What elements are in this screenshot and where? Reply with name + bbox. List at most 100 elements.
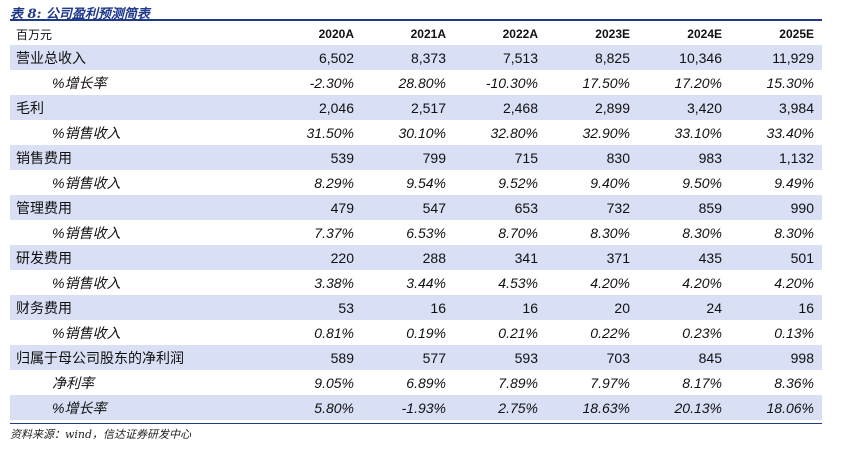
source-note: 资料来源：wind，信达证券研发中心 bbox=[10, 428, 192, 441]
table-row: 管理费用 479 547 653 732 859 990 bbox=[10, 195, 822, 220]
row-value: 8.30% bbox=[774, 224, 814, 241]
row-value: 2,899 bbox=[546, 95, 638, 120]
row-value: 7.97% bbox=[590, 374, 630, 391]
row-value: 31.50% bbox=[306, 124, 354, 141]
row-label: 财务费用 bbox=[10, 295, 270, 320]
table-row: 财务费用 53 16 16 20 24 16 bbox=[10, 295, 822, 320]
row-value: 435 bbox=[638, 245, 730, 270]
row-value: 4.20% bbox=[682, 274, 722, 291]
row-value: 8.17% bbox=[682, 374, 722, 391]
row-value: 371 bbox=[546, 245, 638, 270]
row-value: 17.20% bbox=[674, 74, 722, 91]
row-value: 4.20% bbox=[774, 274, 814, 291]
row-value: 8.70% bbox=[498, 224, 538, 241]
row-value: 7.89% bbox=[498, 374, 538, 391]
row-value: 4.53% bbox=[498, 274, 538, 291]
row-value: 9.54% bbox=[406, 174, 446, 191]
row-label: %销售收入 bbox=[52, 174, 121, 191]
header-2022a: 2022A bbox=[502, 27, 538, 41]
header-2020a: 2020A bbox=[318, 27, 354, 41]
row-value: 0.22% bbox=[590, 324, 630, 341]
header-unit: 百万元 bbox=[16, 27, 53, 42]
row-value: 0.13% bbox=[774, 324, 814, 341]
row-value: 16 bbox=[362, 295, 454, 320]
row-value: 53 bbox=[270, 295, 362, 320]
table-row: 营业总收入 6,502 8,373 7,513 8,825 10,346 11,929 bbox=[10, 45, 822, 70]
row-value: 341 bbox=[454, 245, 546, 270]
row-value: 732 bbox=[546, 195, 638, 220]
table-row: %销售收入 8.29% 9.54% 9.52% 9.40% 9.50% 9.49% bbox=[10, 170, 822, 195]
row-value: 593 bbox=[454, 345, 546, 370]
title-rule bbox=[10, 19, 822, 21]
table-row: 研发费用 220 288 341 371 435 501 bbox=[10, 245, 822, 270]
row-value: 8,825 bbox=[546, 45, 638, 70]
row-value: 288 bbox=[362, 245, 454, 270]
row-value: 9.50% bbox=[682, 174, 722, 191]
bottom-rule bbox=[10, 423, 822, 424]
table-title: 表 8: 公司盈利预测简表 bbox=[10, 7, 150, 22]
row-value: 577 bbox=[362, 345, 454, 370]
row-value: 3.38% bbox=[314, 274, 354, 291]
row-value: 9.52% bbox=[498, 174, 538, 191]
row-value: 7,513 bbox=[454, 45, 546, 70]
row-label: 净利率 bbox=[52, 374, 94, 391]
row-value: 220 bbox=[270, 245, 362, 270]
row-value: 547 bbox=[362, 195, 454, 220]
table-row: %销售收入 7.37% 6.53% 8.70% 8.30% 8.30% 8.30% bbox=[10, 220, 822, 245]
row-label: 管理费用 bbox=[10, 195, 270, 220]
row-value: 8.29% bbox=[314, 174, 354, 191]
table-row: 毛利 2,046 2,517 2,468 2,899 3,420 3,984 bbox=[10, 95, 822, 120]
row-value: 5.80% bbox=[270, 395, 362, 420]
row-value: 8.30% bbox=[682, 224, 722, 241]
row-label: 研发费用 bbox=[10, 245, 270, 270]
row-value: -2.30% bbox=[309, 74, 354, 91]
row-value: 830 bbox=[546, 145, 638, 170]
row-value: 33.40% bbox=[766, 124, 814, 141]
table-row: %销售收入 3.38% 3.44% 4.53% 4.20% 4.20% 4.20% bbox=[10, 270, 822, 295]
header-2024e: 2024E bbox=[687, 27, 722, 41]
row-value: 998 bbox=[730, 345, 822, 370]
table-row: %销售收入 0.81% 0.19% 0.21% 0.22% 0.23% 0.13% bbox=[10, 320, 822, 345]
row-value: 983 bbox=[638, 145, 730, 170]
row-value: 6.89% bbox=[406, 374, 446, 391]
row-value: 1,132 bbox=[730, 145, 822, 170]
header-row: 百万元 2020A 2021A 2022A 2023E 2024E 2025E bbox=[10, 23, 822, 45]
row-value: 2,468 bbox=[454, 95, 546, 120]
row-value: 703 bbox=[546, 345, 638, 370]
row-label: 销售费用 bbox=[10, 145, 270, 170]
row-value: 3.44% bbox=[406, 274, 446, 291]
row-value: 18.06% bbox=[730, 395, 822, 420]
row-value: 653 bbox=[454, 195, 546, 220]
row-value: 845 bbox=[638, 345, 730, 370]
row-value: 20.13% bbox=[638, 395, 730, 420]
table-row: 销售费用 539 799 715 830 983 1,132 bbox=[10, 145, 822, 170]
row-value: 16 bbox=[730, 295, 822, 320]
table-row: %销售收入 31.50% 30.10% 32.80% 32.90% 33.10% 33.40… bbox=[10, 120, 822, 145]
row-value: 7.37% bbox=[314, 224, 354, 241]
row-label: %增长率 bbox=[10, 395, 270, 420]
header-2021a: 2021A bbox=[410, 27, 446, 41]
row-value: 990 bbox=[730, 195, 822, 220]
row-value: 799 bbox=[362, 145, 454, 170]
row-label: %销售收入 bbox=[52, 324, 121, 341]
row-value: 589 bbox=[270, 345, 362, 370]
row-value: 0.19% bbox=[406, 324, 446, 341]
row-value: -1.93% bbox=[362, 395, 454, 420]
row-value: 9.05% bbox=[314, 374, 354, 391]
row-value: 11,929 bbox=[730, 45, 822, 70]
header-2025e: 2025E bbox=[779, 27, 814, 41]
row-value: 2,046 bbox=[270, 95, 362, 120]
row-value: 501 bbox=[730, 245, 822, 270]
row-value: 18.63% bbox=[546, 395, 638, 420]
header-2023e: 2023E bbox=[595, 27, 630, 41]
row-value: -10.30% bbox=[485, 74, 538, 91]
row-value: 2.75% bbox=[454, 395, 546, 420]
row-label: %销售收入 bbox=[52, 224, 121, 241]
row-value: 859 bbox=[638, 195, 730, 220]
row-value: 8.36% bbox=[774, 374, 814, 391]
table-row: %增长率 5.80% -1.93% 2.75% 18.63% 20.13% 18.06% bbox=[10, 395, 822, 420]
table-row: %增长率 -2.30% 28.80% -10.30% 17.50% 17.20% 15.30… bbox=[10, 70, 822, 95]
row-value: 6,502 bbox=[270, 45, 362, 70]
row-label: %销售收入 bbox=[52, 274, 121, 291]
